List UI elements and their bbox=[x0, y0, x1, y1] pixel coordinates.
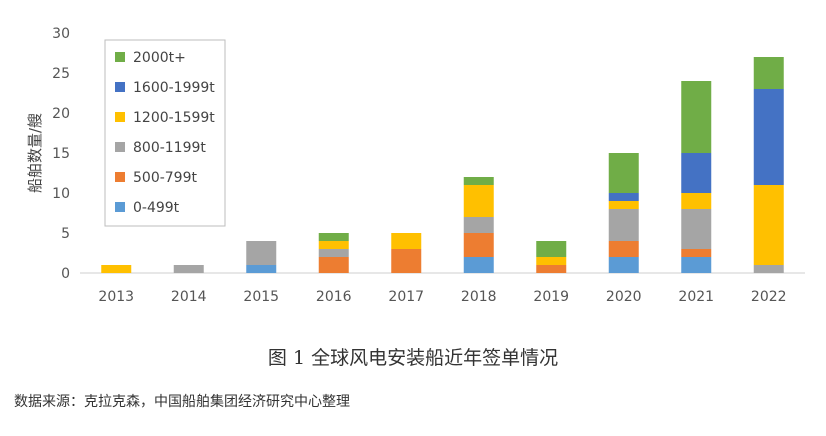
bar-segment-2022-800-1199t bbox=[753, 265, 784, 273]
y-tick-label: 25 bbox=[52, 66, 70, 82]
bar-segment-2017-500-799t bbox=[391, 249, 422, 273]
bar-segment-2016-1200-1599t bbox=[318, 241, 349, 249]
bar-segment-2022-1600-1999t bbox=[753, 89, 784, 185]
bar-segment-2018-800-1199t bbox=[463, 217, 494, 233]
bar-segment-2015-0-499t bbox=[246, 265, 277, 273]
bar-segment-2017-1200-1599t bbox=[391, 233, 422, 249]
bar-segment-2020-1600-1999t bbox=[608, 193, 639, 201]
bar-segment-2019-2000t+ bbox=[536, 241, 567, 257]
bar-segment-2016-500-799t bbox=[318, 257, 349, 273]
x-tick-label: 2017 bbox=[388, 289, 424, 305]
legend-label: 0-499t bbox=[133, 200, 180, 216]
bar-segment-2014-800-1199t bbox=[173, 265, 204, 273]
x-tick-label: 2018 bbox=[461, 289, 497, 305]
y-tick-label: 10 bbox=[52, 186, 70, 202]
x-tick-label: 2020 bbox=[606, 289, 642, 305]
x-tick-label: 2022 bbox=[751, 289, 787, 305]
y-tick-label: 0 bbox=[61, 266, 70, 282]
legend-label: 800-1199t bbox=[133, 140, 206, 156]
bar-segment-2022-2000t+ bbox=[753, 57, 784, 89]
bar-segment-2021-500-799t bbox=[681, 249, 712, 257]
bar-segment-2019-500-799t bbox=[536, 265, 567, 273]
bar-segment-2018-2000t+ bbox=[463, 177, 494, 185]
bar-segment-2021-1600-1999t bbox=[681, 153, 712, 193]
x-tick-label: 2013 bbox=[98, 289, 134, 305]
stacked-bar-chart: 0 5 10 15 20 25 30 船舶数量/艘 2013 2014 2015 2016 2017 20… bbox=[26, 26, 805, 305]
bar-segment-2021-1200-1599t bbox=[681, 193, 712, 209]
legend-swatch-1200-1599t bbox=[115, 112, 125, 122]
y-tick-label: 30 bbox=[52, 26, 70, 42]
bar-segment-2021-2000t+ bbox=[681, 81, 712, 153]
bar-segment-2016-2000t+ bbox=[318, 233, 349, 241]
data-source-note: 数据来源：克拉克森，中国船舶集团经济研究中心整理 bbox=[14, 394, 350, 410]
legend-swatch-800-1199t bbox=[115, 142, 125, 152]
legend-swatch-500-799t bbox=[115, 172, 125, 182]
legend-label: 1200-1599t bbox=[133, 110, 215, 126]
x-tick-label: 2021 bbox=[678, 289, 714, 305]
bar-segment-2018-500-799t bbox=[463, 233, 494, 257]
legend-label: 500-799t bbox=[133, 170, 197, 186]
legend-swatch-0-499t bbox=[115, 202, 125, 212]
bar-segment-2018-1200-1599t bbox=[463, 185, 494, 217]
y-tick-label: 20 bbox=[52, 106, 70, 122]
x-tick-label: 2014 bbox=[171, 289, 207, 305]
x-tick-label: 2015 bbox=[243, 289, 279, 305]
legend-box bbox=[104, 39, 226, 227]
bar-segment-2022-1200-1599t bbox=[753, 185, 784, 265]
y-axis-label: 船舶数量/艘 bbox=[26, 113, 44, 193]
bar-segment-2020-500-799t bbox=[608, 241, 639, 257]
bar-segment-2018-0-499t bbox=[463, 257, 494, 273]
legend-swatch-1600-1999t bbox=[115, 82, 125, 92]
bar-segment-2015-800-1199t bbox=[246, 241, 277, 265]
bar-segment-2020-800-1199t bbox=[608, 209, 639, 241]
bar-segment-2021-800-1199t bbox=[681, 209, 712, 249]
bar-segment-2020-1200-1599t bbox=[608, 201, 639, 209]
legend-label: 2000t+ bbox=[133, 50, 186, 66]
bar-segment-2013-1200-1599t bbox=[101, 265, 132, 273]
bar-segment-2019-1200-1599t bbox=[536, 257, 567, 265]
bar-segment-2020-2000t+ bbox=[608, 153, 639, 193]
bar-segment-2020-0-499t bbox=[608, 257, 639, 273]
x-tick-label: 2016 bbox=[316, 289, 352, 305]
figure-caption: 图 1 全球风电安装船近年签单情况 bbox=[267, 347, 559, 369]
legend-label: 1600-1999t bbox=[133, 80, 215, 96]
y-tick-label: 15 bbox=[52, 146, 70, 162]
legend-swatch-2000t+ bbox=[115, 52, 125, 62]
y-tick-label: 5 bbox=[61, 226, 70, 242]
bar-segment-2021-0-499t bbox=[681, 257, 712, 273]
x-tick-label: 2019 bbox=[533, 289, 569, 305]
bar-segment-2016-800-1199t bbox=[318, 249, 349, 257]
